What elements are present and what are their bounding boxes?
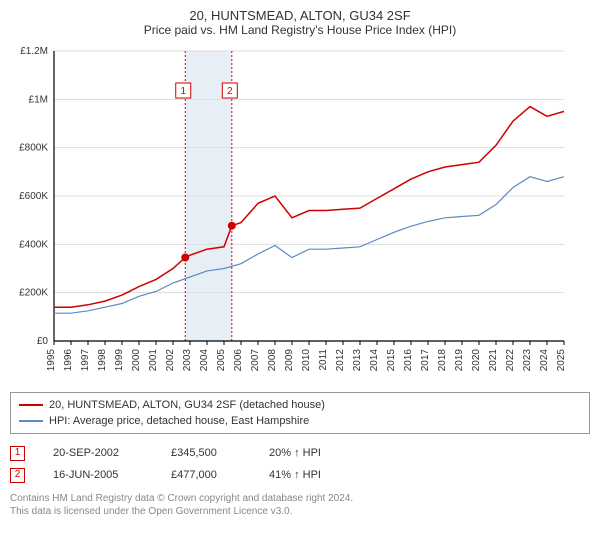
svg-text:2008: 2008 bbox=[267, 349, 278, 372]
svg-text:2016: 2016 bbox=[403, 349, 414, 372]
svg-text:2007: 2007 bbox=[250, 349, 261, 372]
svg-text:2025: 2025 bbox=[556, 349, 567, 372]
sale-price: £345,500 bbox=[171, 442, 241, 464]
svg-text:2003: 2003 bbox=[182, 349, 193, 372]
price-chart: £0 £200K £400K £600K £800K £1M £1.2M 1995 1996 19… bbox=[10, 43, 570, 383]
svg-text:2019: 2019 bbox=[454, 349, 465, 372]
svg-text:2022: 2022 bbox=[505, 349, 516, 372]
svg-text:2024: 2024 bbox=[539, 349, 550, 372]
chart-title: 20, HUNTSMEAD, ALTON, GU34 2SF bbox=[10, 8, 590, 23]
svg-text:£1M: £1M bbox=[29, 94, 48, 105]
svg-text:2013: 2013 bbox=[352, 349, 363, 372]
svg-text:£400K: £400K bbox=[19, 239, 48, 250]
sale-badge-icon: 2 bbox=[10, 468, 25, 483]
sale-date: 16-JUN-2005 bbox=[53, 464, 143, 486]
svg-text:2002: 2002 bbox=[165, 349, 176, 372]
footnote-line: This data is licensed under the Open Gov… bbox=[10, 505, 590, 518]
footnote: Contains HM Land Registry data © Crown c… bbox=[10, 492, 590, 518]
sales-table: 1 20-SEP-2002 £345,500 20% ↑ HPI 2 16-JU… bbox=[10, 442, 590, 486]
legend-label: 20, HUNTSMEAD, ALTON, GU34 2SF (detached… bbox=[49, 397, 325, 413]
legend-swatch-price bbox=[19, 404, 43, 406]
svg-text:2006: 2006 bbox=[233, 349, 244, 372]
svg-text:£1.2M: £1.2M bbox=[20, 46, 48, 57]
sale-delta: 41% ↑ HPI bbox=[269, 464, 321, 486]
svg-text:2010: 2010 bbox=[301, 349, 312, 372]
legend-swatch-hpi bbox=[19, 420, 43, 422]
svg-text:1: 1 bbox=[180, 86, 186, 97]
svg-text:2005: 2005 bbox=[216, 349, 227, 372]
svg-text:1999: 1999 bbox=[114, 349, 125, 372]
legend-row: HPI: Average price, detached house, East… bbox=[19, 413, 581, 429]
svg-text:2001: 2001 bbox=[148, 349, 159, 372]
svg-text:£200K: £200K bbox=[19, 288, 48, 299]
svg-text:1998: 1998 bbox=[97, 349, 108, 372]
legend-label: HPI: Average price, detached house, East… bbox=[49, 413, 309, 429]
svg-text:1996: 1996 bbox=[63, 349, 74, 372]
svg-text:2015: 2015 bbox=[386, 349, 397, 372]
svg-text:2021: 2021 bbox=[488, 349, 499, 372]
legend-row: 20, HUNTSMEAD, ALTON, GU34 2SF (detached… bbox=[19, 397, 581, 413]
svg-text:2014: 2014 bbox=[369, 349, 380, 372]
svg-text:2020: 2020 bbox=[471, 349, 482, 372]
sale-price: £477,000 bbox=[171, 464, 241, 486]
chart-subtitle: Price paid vs. HM Land Registry's House … bbox=[10, 23, 590, 37]
svg-text:2009: 2009 bbox=[284, 349, 295, 372]
table-row: 2 16-JUN-2005 £477,000 41% ↑ HPI bbox=[10, 464, 590, 486]
svg-text:2012: 2012 bbox=[335, 349, 346, 372]
table-row: 1 20-SEP-2002 £345,500 20% ↑ HPI bbox=[10, 442, 590, 464]
svg-text:2004: 2004 bbox=[199, 349, 210, 372]
chart-container: £0 £200K £400K £600K £800K £1M £1.2M 1995 1996 19… bbox=[10, 43, 590, 386]
footnote-line: Contains HM Land Registry data © Crown c… bbox=[10, 492, 590, 505]
svg-text:£0: £0 bbox=[37, 336, 49, 347]
svg-text:2: 2 bbox=[227, 86, 233, 97]
svg-text:2023: 2023 bbox=[522, 349, 533, 372]
sale-date: 20-SEP-2002 bbox=[53, 442, 143, 464]
svg-text:2011: 2011 bbox=[318, 349, 329, 371]
svg-text:2017: 2017 bbox=[420, 349, 431, 372]
svg-text:1995: 1995 bbox=[46, 349, 57, 372]
svg-text:£600K: £600K bbox=[19, 191, 48, 202]
svg-text:2018: 2018 bbox=[437, 349, 448, 372]
svg-text:1997: 1997 bbox=[80, 349, 91, 372]
sale-badge-icon: 1 bbox=[10, 446, 25, 461]
svg-text:£800K: £800K bbox=[19, 143, 48, 154]
sale-delta: 20% ↑ HPI bbox=[269, 442, 321, 464]
legend: 20, HUNTSMEAD, ALTON, GU34 2SF (detached… bbox=[10, 392, 590, 434]
svg-text:2000: 2000 bbox=[131, 349, 142, 372]
